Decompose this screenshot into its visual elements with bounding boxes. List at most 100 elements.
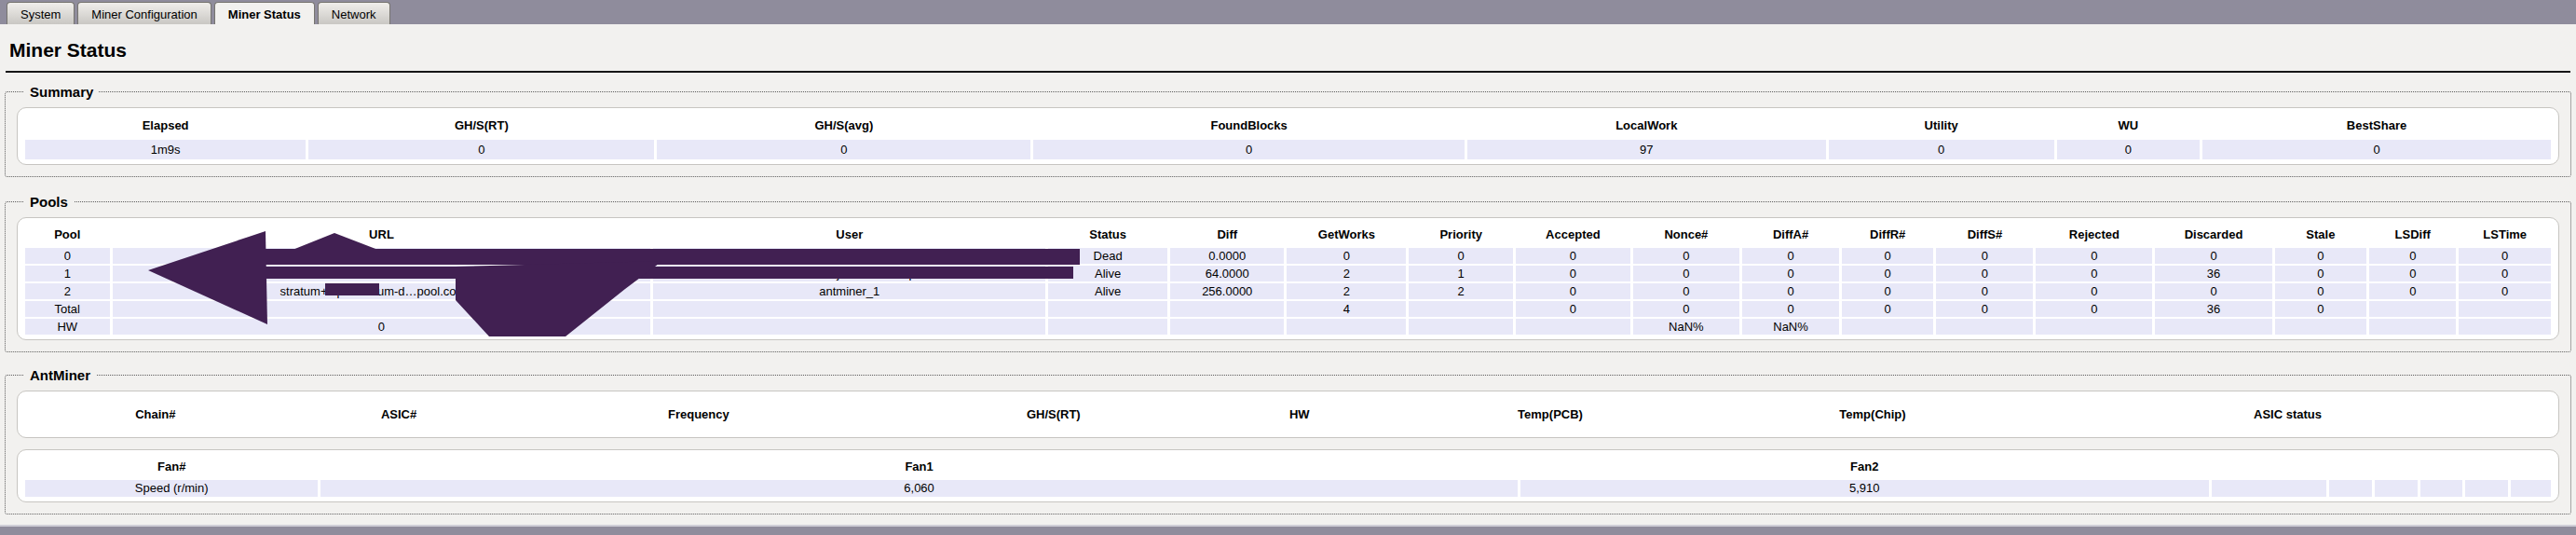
pool-diffr-cell: 0 (1842, 266, 1934, 281)
pool-id-cell: 1 (25, 266, 110, 281)
pool-rejected-cell: 0 (2036, 266, 2152, 281)
pools-column-header: Accepted (1516, 223, 1629, 246)
pool-getworks-cell: 0 (1287, 248, 1406, 264)
fan-speed-cell (2212, 480, 2327, 497)
summary-value-cell: 0 (657, 140, 1030, 159)
antminer-column-header: Temp(Chip) (1724, 396, 2022, 432)
antminer-column-header: Temp(PCB) (1380, 396, 1721, 432)
pool-discarded-cell: 0 (2155, 248, 2271, 264)
pools-column-header: DiffA# (1742, 223, 1839, 246)
pool-rejected-cell: 0 (2036, 301, 2152, 317)
miner-status-page: System Miner Configuration Miner Status … (0, 0, 2576, 514)
pool-getworks-cell: 4 (1287, 301, 1406, 317)
pool-status-cell: Dead (1048, 248, 1167, 264)
tab-miner-status[interactable]: Miner Status (214, 2, 315, 24)
pool-lstime-cell (2459, 319, 2551, 335)
pool-discarded-cell: 36 (2155, 266, 2271, 281)
pool-lsdiff-cell (2369, 319, 2456, 335)
pool-diffa-cell: 0 (1742, 266, 1839, 281)
pools-column-header: Discarded (2155, 223, 2271, 246)
summary-header-row: ElapsedGH/S(RT)GH/S(avg)FoundBlocksLocal… (25, 113, 2551, 138)
pools-column-header: GetWorks (1287, 223, 1406, 246)
pool-stale-cell (2275, 319, 2367, 335)
tab-network[interactable]: Network (318, 2, 390, 24)
pool-diff-cell: 64.0000 (1170, 266, 1284, 281)
summary-value-cell: 0 (2057, 140, 2200, 159)
pool-diff-cell: 256.0000 (1170, 283, 1284, 299)
pools-column-header: DiffS# (1936, 223, 2033, 246)
summary-column-header: BestShare (2202, 113, 2551, 138)
pool-status-cell (1048, 319, 1167, 335)
fan-column-header (2511, 455, 2551, 478)
pool-diffa-cell: 0 (1742, 301, 1839, 317)
pool-diffs-cell: 0 (1936, 301, 2033, 317)
pools-column-header: Stale (2275, 223, 2367, 246)
fan-table: Fan#Fan1Fan2 Speed (r/min)6,0605,910 (22, 453, 2554, 499)
pool-lstime-cell (2459, 301, 2551, 317)
pool-user-cell (653, 248, 1045, 264)
fan-speed-cell (2511, 480, 2551, 497)
summary-column-header: FoundBlocks (1033, 113, 1465, 138)
heading-divider (6, 71, 2570, 73)
pool-diffr-cell: 0 (1842, 283, 1934, 299)
summary-value-cell: 97 (1467, 140, 1826, 159)
summary-column-header: LocalWork (1467, 113, 1826, 138)
pool-accepted-cell: 0 (1516, 266, 1629, 281)
pool-row: 1 EvtiEbrEwmhDKCoXjHmvWmatovpKTGRVGN Ali… (25, 266, 2551, 281)
fan-table-box: Fan#Fan1Fan2 Speed (r/min)6,0605,910 (17, 449, 2559, 502)
fan-column-header: Fan# (25, 455, 318, 478)
pool-priority-cell: 1 (1409, 266, 1513, 281)
tab-system[interactable]: System (7, 2, 75, 24)
antminer-column-header: Frequency (511, 396, 885, 432)
summary-value-cell: 0 (308, 140, 654, 159)
pool-diff-cell (1170, 319, 1284, 335)
pools-column-header: Priority (1409, 223, 1513, 246)
antminer-chain-table: Chain#ASIC#FrequencyGH/S(RT)HWTemp(PCB)T… (22, 394, 2554, 434)
pools-table-box: PoolURLUserStatusDiffGetWorksPriorityAcc… (17, 217, 2559, 340)
pool-url-cell: stratum+tcp://stratum-d…pool.com:25 (113, 283, 651, 299)
tab-miner-configuration[interactable]: Miner Configuration (77, 2, 211, 24)
pools-column-header: Pool (25, 223, 110, 246)
fan-column-header: Fan2 (1520, 455, 2209, 478)
fan-speed-cell: 6,060 (320, 480, 1517, 497)
pools-legend: Pools (24, 194, 74, 210)
pool-lsdiff-cell: 0 (2369, 283, 2456, 299)
pool-lstime-cell: 0 (2459, 248, 2551, 264)
pool-getworks-cell (1287, 319, 1406, 335)
pool-status-cell: Alive (1048, 266, 1167, 281)
pool-priority-cell (1409, 319, 1513, 335)
pools-column-header: LSDiff (2369, 223, 2456, 246)
pool-id-cell: 0 (25, 248, 110, 264)
pool-row: 0 Dead 0.0000 0 0 0 0 0 0 0 0 (25, 248, 2551, 264)
pool-nonce-cell: 0 (1633, 266, 1740, 281)
pools-section: Pools PoolURLUserStatusDiffGetWorksPrior… (5, 194, 2571, 352)
pool-diffs-cell: 0 (1936, 266, 2033, 281)
pool-diffs-cell (1936, 319, 2033, 335)
pool-diffa-cell: 0 (1742, 283, 1839, 299)
pool-user-cell (653, 301, 1045, 317)
pool-url-cell (113, 301, 651, 317)
pool-rejected-cell: 0 (2036, 283, 2152, 299)
pools-column-header: LSTime (2459, 223, 2551, 246)
pool-priority-cell (1409, 301, 1513, 317)
fan-column-header (2465, 455, 2508, 478)
pool-accepted-cell: 0 (1516, 248, 1629, 264)
antminer-column-header: HW (1221, 396, 1377, 432)
fan-speed-cell (2375, 480, 2418, 497)
pool-nonce-cell: 0 (1633, 301, 1740, 317)
summary-value-cell: 0 (2202, 140, 2551, 159)
fan-header-row: Fan#Fan1Fan2 (25, 455, 2551, 478)
fan-column-header (2329, 455, 2372, 478)
summary-value-cell: 0 (1829, 140, 2054, 159)
pool-diffs-cell: 0 (1936, 248, 2033, 264)
pool-stale-cell: 0 (2275, 266, 2367, 281)
fan-speed-cell (2329, 480, 2372, 497)
fan-speed-cell (2465, 480, 2508, 497)
antminer-column-header: ASIC status (2024, 396, 2551, 432)
fan-speed-cell: 5,910 (1520, 480, 2209, 497)
summary-value-row: 1m9s00097000 (25, 140, 2551, 159)
pool-diffs-cell: 0 (1936, 283, 2033, 299)
pool-id-cell: 2 (25, 283, 110, 299)
pool-priority-cell: 0 (1409, 248, 1513, 264)
pool-url-cell (113, 248, 651, 264)
